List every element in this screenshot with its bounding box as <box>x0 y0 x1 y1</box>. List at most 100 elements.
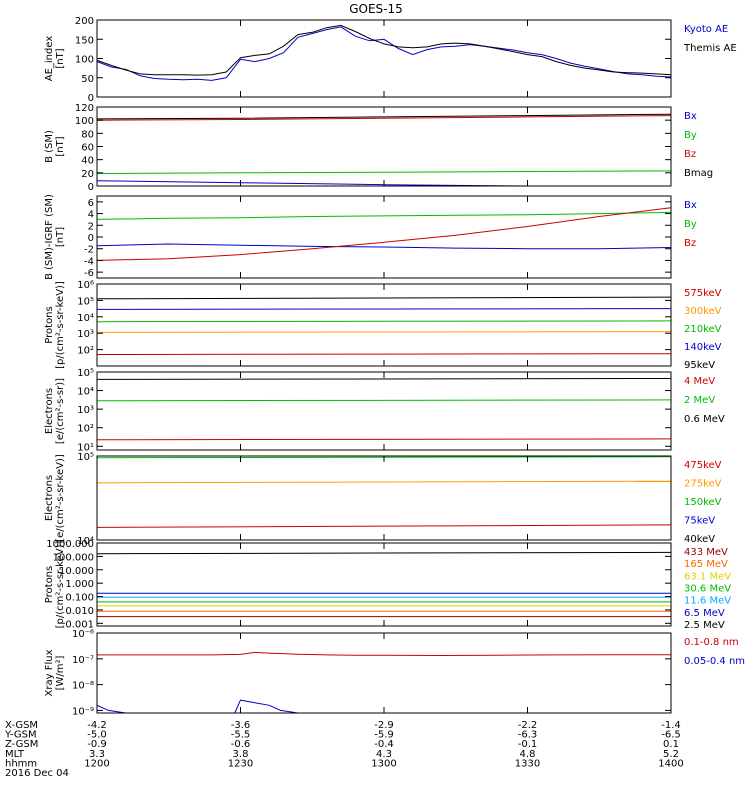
y-tick-label: 1000.000 <box>46 539 94 550</box>
y-tick-label: 100 <box>75 116 94 127</box>
series-line-2-mev <box>97 399 671 402</box>
x-row-value: -5.0 <box>87 730 107 741</box>
series-line-2-5-mev <box>97 551 671 555</box>
legend-entry: 165 MeV <box>684 559 728 570</box>
legend-entry: 75keV <box>684 516 715 527</box>
series-line-575kev <box>97 353 671 355</box>
x-row-value: 5.2 <box>663 749 679 760</box>
y-tick-label: 10⁻⁶ <box>72 629 94 640</box>
legend-entry: 30.6 MeV <box>684 584 731 595</box>
y-tick-label: 20 <box>81 169 94 180</box>
y-tick-label: 10⁶ <box>77 280 94 291</box>
y-axis-label: Electrons[e/(cm²-s-sr)] <box>44 378 66 444</box>
x-row-value: -2.2 <box>518 720 538 731</box>
y-tick-label: 6 <box>88 198 94 209</box>
legend-entry: 475keV <box>684 460 722 471</box>
legend-entry: 433 MeV <box>684 547 728 558</box>
series-line-4-mev <box>97 438 671 441</box>
y-tick-label: -4 <box>84 256 94 267</box>
series-line-210kev <box>97 320 671 323</box>
series-line-0-6-mev <box>97 378 671 380</box>
y-axis-label: Electrons[e/(cm²-s-sr-keV)] <box>44 454 66 542</box>
legend-entry: By <box>684 130 697 141</box>
y-tick-label: 10.000 <box>59 566 94 577</box>
series-line-475kev <box>97 524 671 528</box>
x-row-value: 4.8 <box>520 749 536 760</box>
legend-entry: 0.05-0.4 nm <box>684 656 745 667</box>
y-tick-label: 40 <box>81 156 94 167</box>
x-row-label: MLT <box>5 749 25 760</box>
legend-entry: 11.6 MeV <box>684 596 731 607</box>
panel-electrons2: 10⁴ 10⁵ Electrons[e/(cm²-s-sr-keV)] 475keV 2… <box>44 452 722 547</box>
y-tick-label: 100.000 <box>53 552 94 563</box>
legend-entry: Bz <box>684 238 696 249</box>
legend-entry: 300keV <box>684 306 722 317</box>
y-tick-label: 4 <box>88 210 94 221</box>
x-row-value: -0.1 <box>518 739 538 750</box>
legend-entry: Themis AE <box>683 43 737 54</box>
series-group <box>97 551 671 618</box>
x-row-value: -0.4 <box>374 739 394 750</box>
legend-entry: 210keV <box>684 324 722 335</box>
series-line-bx <box>97 243 671 250</box>
x-axis-table: X-GSM -4.2 -3.6 -2.9 -2.2 -1.4 Y-GSM -5.0 -5.5 -5… <box>4 720 684 779</box>
y-axis-label: B (SM)-IGRF (SM)[nT] <box>44 194 66 280</box>
legend-entry: 275keV <box>684 479 722 490</box>
x-row-label: Y-GSM <box>4 730 37 741</box>
series-line-by <box>97 211 671 220</box>
legend-entry: 95keV <box>684 360 715 371</box>
legend-entry: 40keV <box>684 534 715 545</box>
series-line-0-05-0-4-nm <box>97 699 671 713</box>
x-row-value: 1400 <box>658 758 683 769</box>
y-tick-label: 0.001 <box>65 619 94 630</box>
x-row-label: hhmm <box>5 758 37 769</box>
y-tick-label: 10² <box>77 424 94 435</box>
x-row-value: 0.1 <box>663 739 679 750</box>
x-row-value: -5.5 <box>231 730 251 741</box>
y-tick-label: 100 <box>75 55 94 66</box>
y-tick-label: 1.000 <box>65 579 94 590</box>
x-row-value: 1300 <box>371 758 396 769</box>
y-tick-label: 10⁵ <box>77 296 94 307</box>
legend-entry: 6.5 MeV <box>684 608 725 619</box>
y-tick-label: 10⁻⁹ <box>72 706 94 717</box>
legend-entry: 575keV <box>684 288 722 299</box>
series-line-140kev <box>97 308 671 310</box>
y-tick-label: 10² <box>77 346 94 357</box>
y-tick-label: 10⁵ <box>77 368 94 379</box>
panel-frame <box>96 542 672 627</box>
panel-frame <box>96 195 672 279</box>
x-row-value: 3.3 <box>89 749 105 760</box>
y-tick-label: 10⁵ <box>77 452 94 463</box>
y-tick-label: 60 <box>81 143 94 154</box>
series-line-kyoto-ae <box>97 26 671 81</box>
x-row-value: -1.4 <box>661 720 681 731</box>
series-line-275kev <box>97 480 671 484</box>
y-tick-label: 10¹ <box>77 442 94 453</box>
y-tick-label: 10⁴ <box>77 536 94 547</box>
series-line-bz <box>97 207 671 261</box>
legend-entry: By <box>684 219 697 230</box>
y-axis-label: AE_index[nT] <box>44 36 66 82</box>
y-axis-label: Protons[p/(cm²-s-sr-keV)] <box>44 281 66 369</box>
legend-entry: 2.5 MeV <box>684 620 725 631</box>
y-tick-label: 0.010 <box>65 606 94 617</box>
legend-entry: 0.1-0.8 nm <box>684 637 739 648</box>
x-row-label: X-GSM <box>5 720 38 731</box>
panel-xray: 10⁻⁹ 10⁻⁸ 10⁻⁷ 10⁻⁶ Xray Flux[W/m²] 0.1-0.8 n… <box>44 629 745 717</box>
x-axis-date: 2016 Dec 04 <box>5 768 69 779</box>
y-tick-label: 80 <box>81 129 94 140</box>
legend-entry: Bx <box>684 111 697 122</box>
y-tick-label: 2 <box>88 221 94 232</box>
legend-entry: 63.1 MeV <box>684 571 731 582</box>
legend-entry: 150keV <box>684 497 722 508</box>
series-group <box>97 24 671 81</box>
legend-entry: Bmag <box>684 168 713 179</box>
x-row-value: 4.3 <box>376 749 392 760</box>
panel-protons1: 10² 10³ 10⁴ 10⁵ 10⁶ Protons[p/(cm²-s-sr-keV)]… <box>44 280 722 371</box>
panel-electrons1: 10¹ 10² 10³ 10⁴ 10⁵ Electrons[e/(cm²-s-sr)] 4 … <box>44 368 725 453</box>
plot-title: GOES-15 <box>349 2 403 16</box>
x-row-value: 3.8 <box>233 749 249 760</box>
panel-protons2: 0.001 0.010 0.100 1.000 10.000 100.000 1000.00… <box>44 539 731 631</box>
y-tick-label: 200 <box>75 16 94 27</box>
